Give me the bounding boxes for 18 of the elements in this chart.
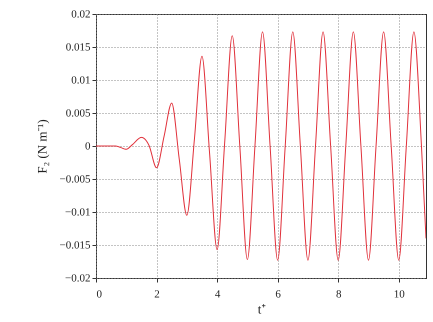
y-tick-label: 0.015 [66, 42, 91, 54]
line-series [96, 31, 426, 261]
x-axis-title: t⁺ [258, 302, 266, 316]
x-tick-label: 10 [394, 288, 406, 300]
x-tick-label: 6 [275, 288, 282, 300]
y-tick-label: 0 [85, 140, 91, 152]
x-tick-label: 4 [214, 288, 221, 300]
x-tick-label: 0 [96, 288, 102, 300]
x-tick-label: 8 [336, 288, 342, 300]
x-tick-label: 2 [154, 288, 160, 300]
y-axis-title: F₂ (N m⁻¹) [34, 119, 50, 174]
y-tick-label: 0.005 [66, 108, 91, 120]
y-tick-label: −0.02 [65, 272, 90, 284]
y-tick-label: −0.005 [60, 174, 91, 186]
y-tick-label: 0.01 [71, 74, 90, 86]
y-tick-label: −0.01 [65, 206, 90, 218]
y-tick-label: −0.015 [60, 240, 91, 252]
y-tick-label: 0.02 [71, 8, 90, 20]
